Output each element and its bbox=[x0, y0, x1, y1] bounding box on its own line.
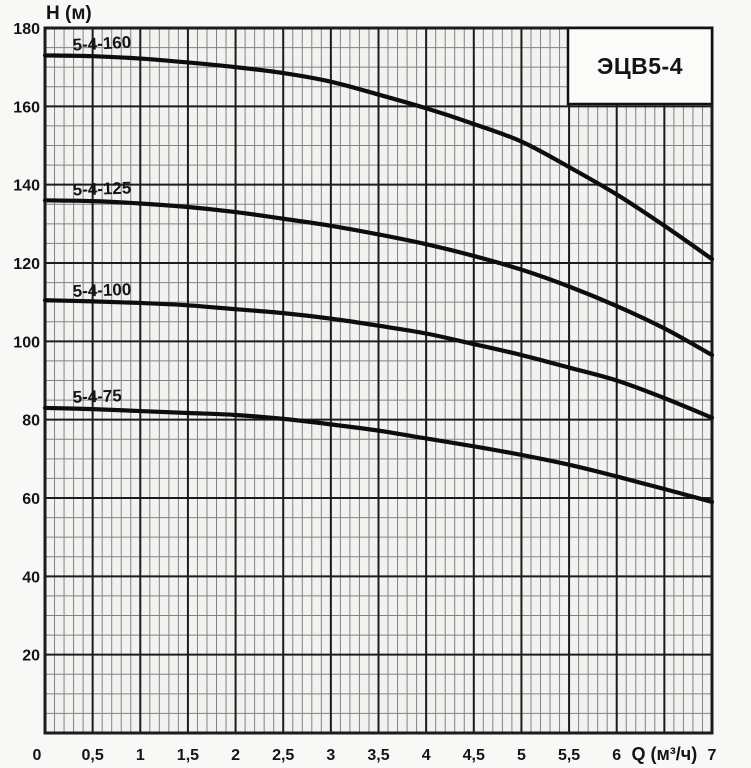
curve-5-4-100 bbox=[42, 298, 715, 420]
x-tick-label: 3 bbox=[326, 747, 335, 764]
y-tick-label: 100 bbox=[13, 334, 40, 351]
curve-label-5-4-160: 5-4-160 bbox=[72, 33, 132, 55]
x-tick-label: 1,5 bbox=[177, 747, 199, 764]
title-box bbox=[566, 26, 714, 106]
plot-border bbox=[43, 26, 714, 735]
y-tick-label: 180 bbox=[13, 21, 40, 38]
curve-5-4-75 bbox=[42, 405, 715, 505]
x-tick-label: 1 bbox=[136, 747, 145, 764]
y-tick-label: 40 bbox=[22, 569, 40, 586]
y-tick-label: 160 bbox=[13, 99, 40, 116]
y-tick-label: 140 bbox=[13, 178, 40, 195]
origin-tick-label: 0 bbox=[33, 747, 42, 764]
y-tick-label: 20 bbox=[22, 648, 40, 665]
x-tick-label: 7 bbox=[708, 747, 717, 764]
chart-title: ЭЦВ5-4 bbox=[597, 53, 683, 79]
x-tick-label: 4 bbox=[422, 747, 431, 764]
y-axis-title: H (м) bbox=[46, 3, 92, 24]
curve-5-4-125 bbox=[42, 198, 715, 358]
y-tick-label: 60 bbox=[22, 491, 40, 508]
curve-label-5-4-75: 5-4-75 bbox=[72, 386, 122, 407]
curve-label-5-4-100: 5-4-100 bbox=[72, 280, 131, 301]
curve-label-5-4-125: 5-4-125 bbox=[72, 178, 131, 199]
x-axis-title: Q (м³/ч) bbox=[631, 744, 697, 764]
y-tick-label: 120 bbox=[13, 256, 40, 273]
curve-5-4-160 bbox=[42, 53, 715, 262]
x-tick-label: 0,5 bbox=[82, 747, 104, 764]
y-tick-label: 80 bbox=[22, 413, 40, 430]
x-tick-label: 2 bbox=[231, 747, 240, 764]
chart-generated-layers: 0,5 1 1,5 2 2,5 3 3,5 4 4,5 5 5,5 6 7 180 160 140 120 100… bbox=[13, 21, 716, 764]
x-tick-label: 4,5 bbox=[463, 747, 485, 764]
x-tick-label: 5,5 bbox=[558, 747, 580, 764]
x-tick-label: 5 bbox=[517, 747, 526, 764]
x-tick-label: 6 bbox=[612, 747, 621, 764]
x-tick-label: 3,5 bbox=[367, 747, 389, 764]
x-tick-label: 2,5 bbox=[272, 747, 294, 764]
